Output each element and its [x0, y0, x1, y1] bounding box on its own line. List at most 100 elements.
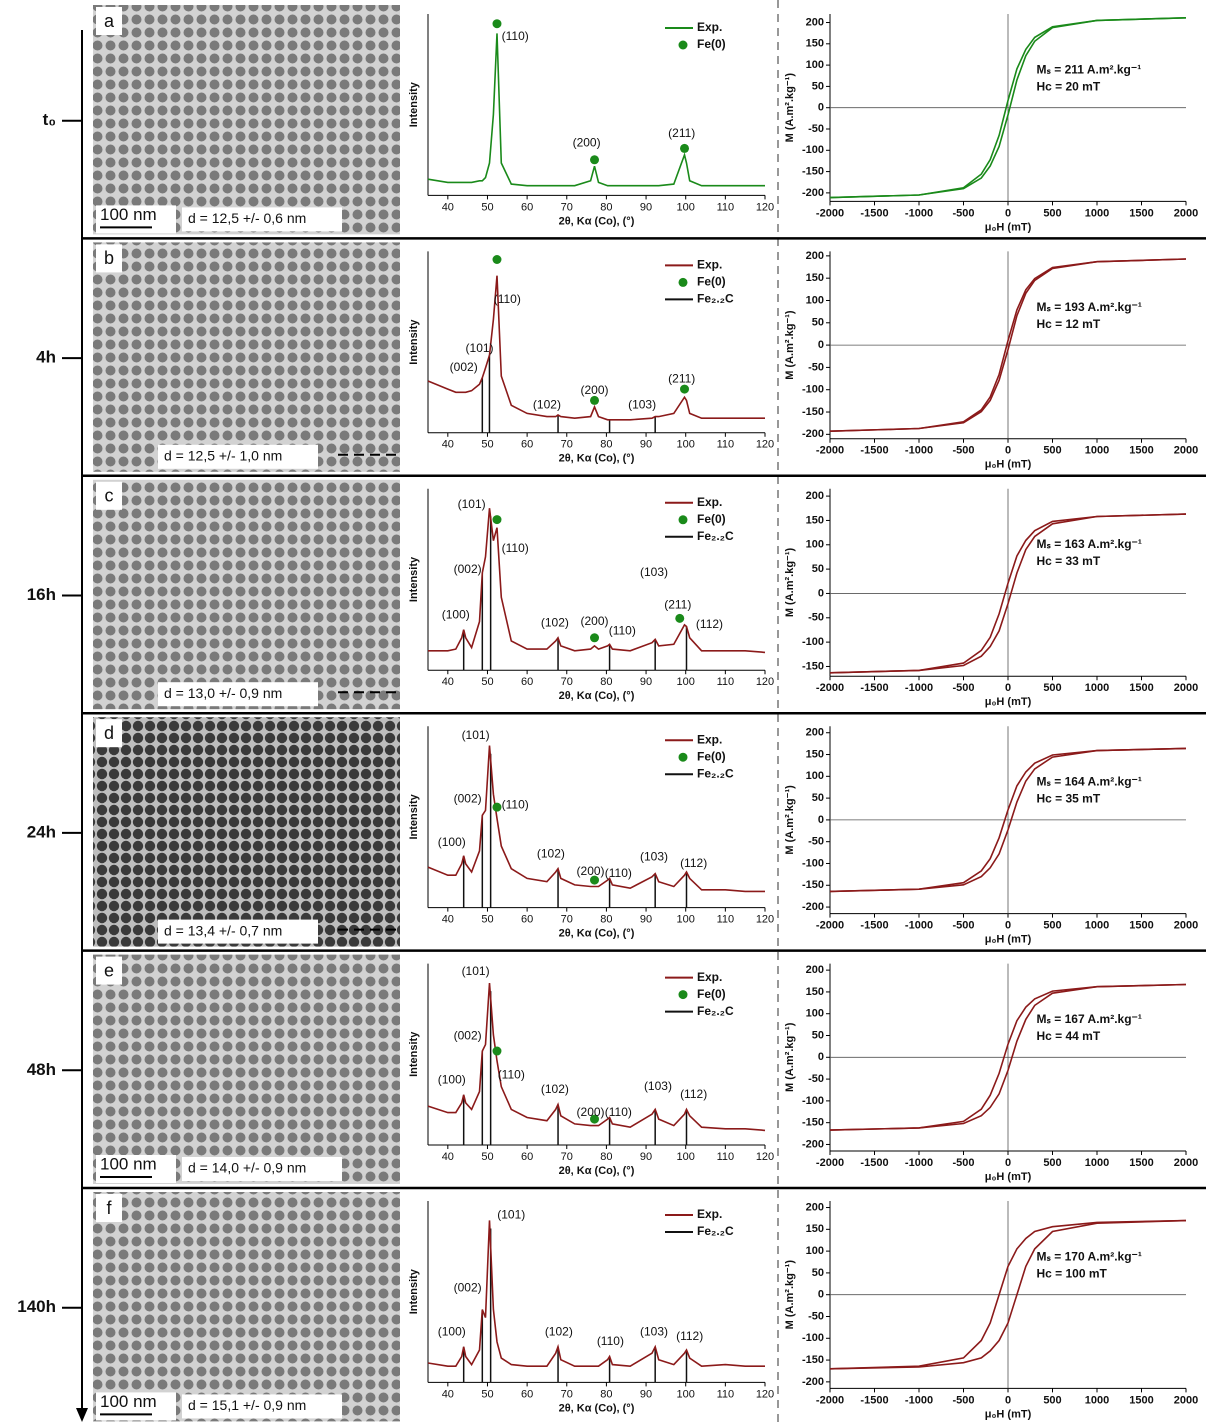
legend-label: Fe(0) — [697, 37, 726, 51]
x-tick-label: 40 — [442, 1388, 454, 1400]
data-line — [829, 747, 1187, 893]
annotation: Mₛ = 211 A.m².kg⁻¹ — [1036, 62, 1141, 76]
legend-label: Exp. — [697, 970, 722, 984]
x-tick-label: 110 — [717, 1151, 735, 1163]
peak-label: (200) — [581, 614, 609, 628]
x-tick-label: 110 — [717, 201, 735, 213]
annotation: Mₛ = 193 A.m².kg⁻¹ — [1036, 300, 1141, 314]
annotation: Hc = 20 mT — [1036, 79, 1100, 93]
peak-label: (112) — [696, 617, 723, 631]
tem-image — [93, 242, 400, 472]
y-tick-label: 100 — [806, 59, 824, 71]
x-tick-label: 50 — [481, 439, 493, 451]
size-label: d = 14,0 +/- 0,9 nm — [188, 1160, 306, 1176]
x-tick-label: 1000 — [1085, 445, 1109, 457]
y-axis-label: M (A.m².kg⁻¹) — [784, 1022, 796, 1092]
legend-label: Fe(0) — [697, 512, 726, 526]
x-tick-label: 110 — [717, 914, 735, 926]
letter-box — [96, 956, 122, 985]
x-tick-label: 1500 — [1129, 445, 1153, 457]
x-axis-label: μ₀H (mT) — [985, 221, 1032, 233]
x-tick-label: 100 — [677, 676, 695, 688]
data-line — [427, 745, 765, 893]
x-tick-label: 60 — [521, 914, 533, 926]
peak-label: (102) — [533, 397, 561, 411]
x-tick-label: 120 — [756, 914, 774, 926]
data-line — [829, 983, 1187, 1131]
x-tick-label: 1000 — [1085, 1157, 1109, 1169]
tem-image — [93, 479, 400, 710]
x-tick-label: 2000 — [1174, 445, 1198, 457]
panel-letter: a — [104, 11, 115, 31]
peak-label: (103) — [628, 397, 656, 411]
data-line — [829, 513, 1187, 674]
peak-label: (100) — [438, 1072, 466, 1086]
legend-label: Exp. — [697, 732, 722, 746]
data-line — [829, 1219, 1187, 1370]
y-tick-label: 150 — [806, 748, 824, 760]
phase-marker — [492, 19, 502, 29]
y-tick-label: -50 — [808, 1310, 824, 1322]
peak-label: (101) — [462, 728, 490, 742]
annotation: Mₛ = 167 A.m².kg⁻¹ — [1036, 1012, 1141, 1026]
x-axis-label: 2θ, Kα (Co), (°) — [559, 453, 635, 465]
x-tick-label: 60 — [521, 439, 533, 451]
y-axis-label: Intensity — [408, 793, 420, 839]
x-tick-label: 120 — [756, 1388, 774, 1400]
annotation: Hc = 44 mT — [1036, 1029, 1100, 1043]
x-tick-label: 80 — [600, 676, 612, 688]
phase-marker — [492, 254, 502, 264]
x-tick-label: 0 — [1005, 1394, 1011, 1406]
scale-label: 100 nm — [100, 1154, 157, 1173]
y-tick-label: -50 — [808, 612, 824, 624]
peak-label: (101) — [462, 964, 490, 978]
peak-label: (103) — [640, 565, 668, 579]
phase-marker — [492, 515, 502, 525]
legend-label: Fe(0) — [697, 749, 726, 763]
y-tick-label: 150 — [806, 272, 824, 284]
size-box — [182, 207, 342, 232]
tem-image — [93, 954, 400, 1184]
phase-marker — [492, 1046, 502, 1056]
y-axis-label: M (A.m².kg⁻¹) — [784, 1260, 796, 1330]
legend-marker — [678, 752, 688, 762]
x-tick-label: 500 — [1043, 1157, 1061, 1169]
annotation: Hc = 35 mT — [1036, 792, 1100, 806]
annotation: Hc = 100 mT — [1036, 1266, 1107, 1280]
legend-marker — [678, 515, 688, 525]
peak-label: (110) — [502, 541, 529, 555]
y-tick-label: 50 — [812, 1029, 824, 1041]
x-tick-label: 0 — [1005, 207, 1011, 219]
x-tick-label: -500 — [952, 207, 974, 219]
x-tick-label: 80 — [600, 1388, 612, 1400]
x-tick-label: 70 — [561, 439, 573, 451]
x-axis-label: μ₀H (mT) — [985, 459, 1032, 471]
size-box — [182, 1157, 342, 1181]
x-tick-label: 60 — [521, 201, 533, 213]
y-tick-label: 200 — [806, 727, 824, 739]
legend-label: Fe₂.₂C — [697, 529, 734, 543]
x-tick-label: 0 — [1005, 920, 1011, 932]
y-tick-label: 0 — [818, 1051, 824, 1063]
x-tick-label: 70 — [561, 1388, 573, 1400]
peak-label: (110) — [494, 292, 521, 306]
x-tick-label: 100 — [677, 1388, 695, 1400]
time-label: 48h — [27, 1060, 56, 1079]
peak-label: (101) — [458, 497, 486, 511]
legend-label: Exp. — [697, 258, 722, 272]
data-line — [829, 17, 1187, 199]
x-tick-label: 80 — [600, 914, 612, 926]
annotation: Mₛ = 163 A.m².kg⁻¹ — [1036, 537, 1141, 551]
y-tick-label: 100 — [806, 539, 824, 551]
legend-label: Exp. — [697, 495, 722, 509]
y-tick-label: -50 — [808, 1073, 824, 1085]
x-tick-label: 40 — [442, 439, 454, 451]
x-tick-label: 1000 — [1085, 682, 1109, 694]
x-tick-label: -1000 — [905, 682, 933, 694]
x-tick-label: 120 — [756, 201, 774, 213]
y-tick-label: 200 — [806, 964, 824, 976]
x-tick-label: 80 — [600, 1151, 612, 1163]
x-tick-label: -2000 — [816, 1394, 844, 1406]
x-tick-label: 100 — [677, 914, 695, 926]
